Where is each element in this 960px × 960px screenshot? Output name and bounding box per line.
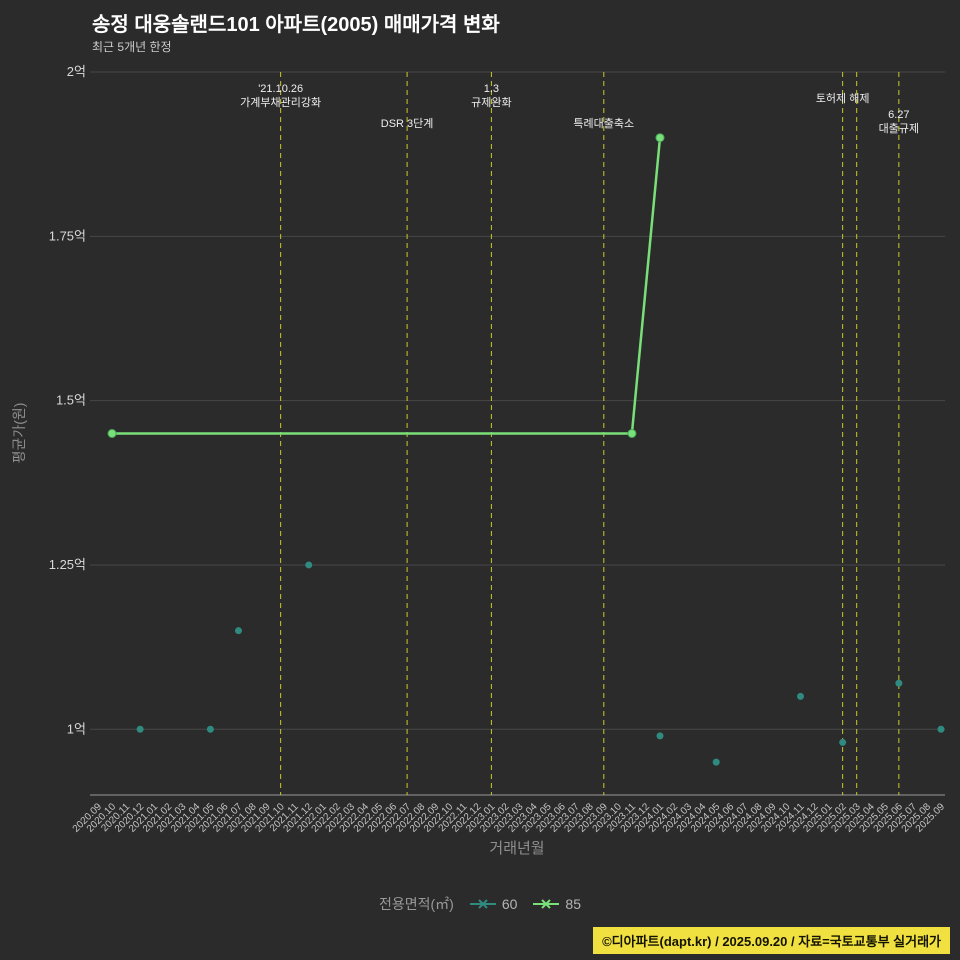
policy-marker-label: 규제완화 [471,96,511,109]
data-point-60[interactable] [712,758,720,766]
page-title: 송정 대웅솔랜드101 아파트(2005) 매매가격 변화 [92,14,500,36]
legend: 전용면적(㎡) 60 85 [0,894,960,914]
y-axis-tick-label: 1.5억 [56,393,86,408]
price-trend-chart: 2억1.75억1.5억1.25억1억2020.092020.102020.112… [11,64,947,857]
data-point-85[interactable] [627,429,637,438]
y-axis-tick-label: 1.75억 [49,228,86,243]
data-point-60[interactable] [206,725,214,733]
data-point-60[interactable] [235,627,242,635]
data-point-60[interactable] [305,561,313,569]
legend-item-label: 85 [565,896,581,912]
page-subtitle: 최근 5개년 한정 [92,40,172,54]
copyright-footer: ©디아파트(dapt.kr) / 2025.09.20 / 자료=국토교통부 실… [593,927,950,954]
line-x-marker-icon [533,899,560,909]
data-point-60[interactable] [895,679,903,687]
data-point-85[interactable] [107,429,117,438]
data-point-60[interactable] [797,692,804,700]
policy-marker-label: 특례대출축소 [573,117,634,130]
y-axis-tick-label: 2억 [67,64,86,79]
y-axis-tick-label: 1억 [67,721,86,736]
series-line-85 [110,136,662,435]
data-point-60[interactable] [937,725,945,733]
policy-marker-label: 가계부채관리강화 [240,96,321,109]
policy-marker-label: 6.27 [888,109,909,121]
policy-marker-label: DSR 3단계 [381,117,434,130]
policy-marker-label: 대출규제 [879,122,919,135]
data-point-60[interactable] [136,725,144,733]
legend-item-label: 60 [501,896,518,912]
data-point-60[interactable] [839,738,847,746]
y-axis-title: 평균가(원) [11,403,27,464]
legend-item-60[interactable]: 60 [469,896,518,912]
policy-marker-label: '21.10.26 [258,83,303,95]
policy-marker-label: 1.3 [484,83,499,95]
data-point-60[interactable] [656,732,664,740]
policy-marker-label: 토허제 해제 [816,91,870,105]
legend-item-85[interactable]: 85 [533,896,581,912]
y-axis-tick-label: 1.25억 [49,557,86,572]
line-x-marker-icon [469,899,496,909]
legend-title: 전용면적(㎡) [378,896,454,912]
data-point-85[interactable] [655,133,665,143]
x-axis-title: 거래년월 [489,840,544,857]
